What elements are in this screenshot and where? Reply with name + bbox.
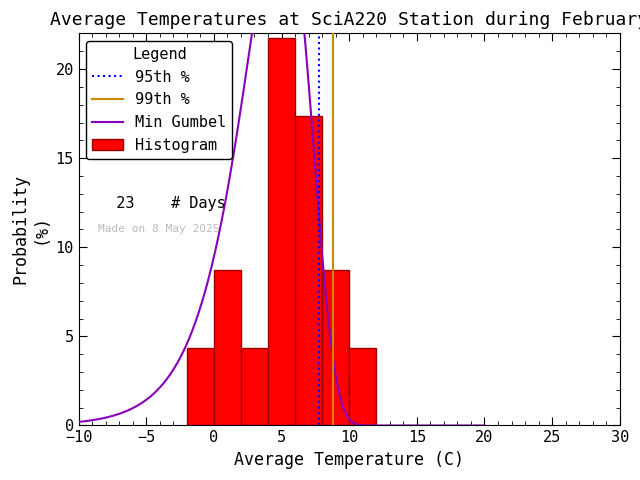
- Legend: 95th %, 99th %, Min Gumbel, Histogram: 95th %, 99th %, Min Gumbel, Histogram: [86, 41, 232, 159]
- Bar: [268, 38, 295, 425]
- Bar: [241, 348, 268, 425]
- Bar: [295, 116, 322, 425]
- X-axis label: Average Temperature (C): Average Temperature (C): [234, 451, 464, 469]
- Text: 23    # Days: 23 # Days: [97, 196, 225, 211]
- Y-axis label: Probability
(%): Probability (%): [11, 174, 50, 285]
- Title: Average Temperatures at SciA220 Station during February: Average Temperatures at SciA220 Station …: [50, 11, 640, 29]
- Bar: [187, 348, 214, 425]
- Bar: [349, 348, 376, 425]
- Bar: [214, 270, 241, 425]
- Bar: [322, 270, 349, 425]
- Text: Made on 8 May 2025: Made on 8 May 2025: [97, 224, 219, 234]
